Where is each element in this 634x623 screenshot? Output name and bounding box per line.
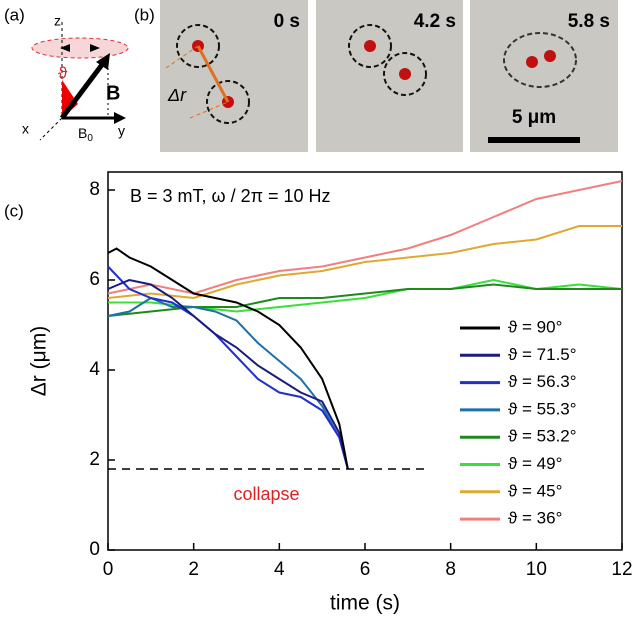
legend-label: ϑ = 36° <box>508 509 562 528</box>
field0-label: B0 <box>78 125 93 144</box>
x-tick-label: 4 <box>274 559 285 580</box>
time-label: 4.2 s <box>414 11 456 32</box>
x-tick-label: 0 <box>103 559 114 580</box>
series-line <box>107 225 622 300</box>
series-line <box>107 296 349 470</box>
distance-label: Δr <box>167 85 187 105</box>
x-axis-label: time (s) <box>330 592 400 615</box>
legend-label: ϑ = 71.5° <box>508 345 577 364</box>
series-line <box>107 265 349 470</box>
field0: B <box>78 125 87 141</box>
y-axis-label: Δr (μm) <box>28 326 51 396</box>
series-line <box>107 247 349 470</box>
axis-y: y <box>118 123 125 139</box>
field0-sub: 0 <box>87 133 93 144</box>
series-line <box>107 278 349 470</box>
annotation: B = 3 mT, ω / 2π = 10 Hz <box>130 186 331 206</box>
legend-label: ϑ = 53.2° <box>508 427 577 446</box>
field-label: B <box>106 82 120 104</box>
legend-label: ϑ = 45° <box>508 481 562 500</box>
scale-label: 5 μm <box>512 107 556 128</box>
x-tick-label: 6 <box>360 559 371 580</box>
x-tick-label: 10 <box>526 559 547 580</box>
micrographs <box>160 0 618 152</box>
collapse-label: collapse <box>233 484 299 504</box>
y-tick-label: 8 <box>89 179 100 200</box>
legend-label: ϑ = 56.3° <box>508 372 577 391</box>
angle-label: ϑ <box>58 63 68 82</box>
axis-diagram <box>31 22 129 141</box>
time-label: 5.8 s <box>568 11 610 32</box>
axis-x: x <box>22 121 29 137</box>
y-tick-label: 0 <box>89 539 100 560</box>
y-tick-label: 4 <box>89 359 100 380</box>
y-tick-label: 6 <box>89 269 100 290</box>
legend-label: ϑ = 49° <box>508 454 562 473</box>
legend-label: ϑ = 90° <box>508 317 562 336</box>
x-tick-label: 12 <box>611 559 632 580</box>
axis-z: z <box>54 13 61 29</box>
y-tick-label: 2 <box>89 449 100 470</box>
panel-label: (b) <box>134 5 155 24</box>
x-tick-label: 8 <box>445 559 456 580</box>
legend-label: ϑ = 55.3° <box>508 399 577 418</box>
panel-label: (c) <box>4 201 24 220</box>
time-label: 0 s <box>274 11 300 32</box>
x-tick-label: 2 <box>188 559 199 580</box>
panel-label: (a) <box>4 5 25 24</box>
